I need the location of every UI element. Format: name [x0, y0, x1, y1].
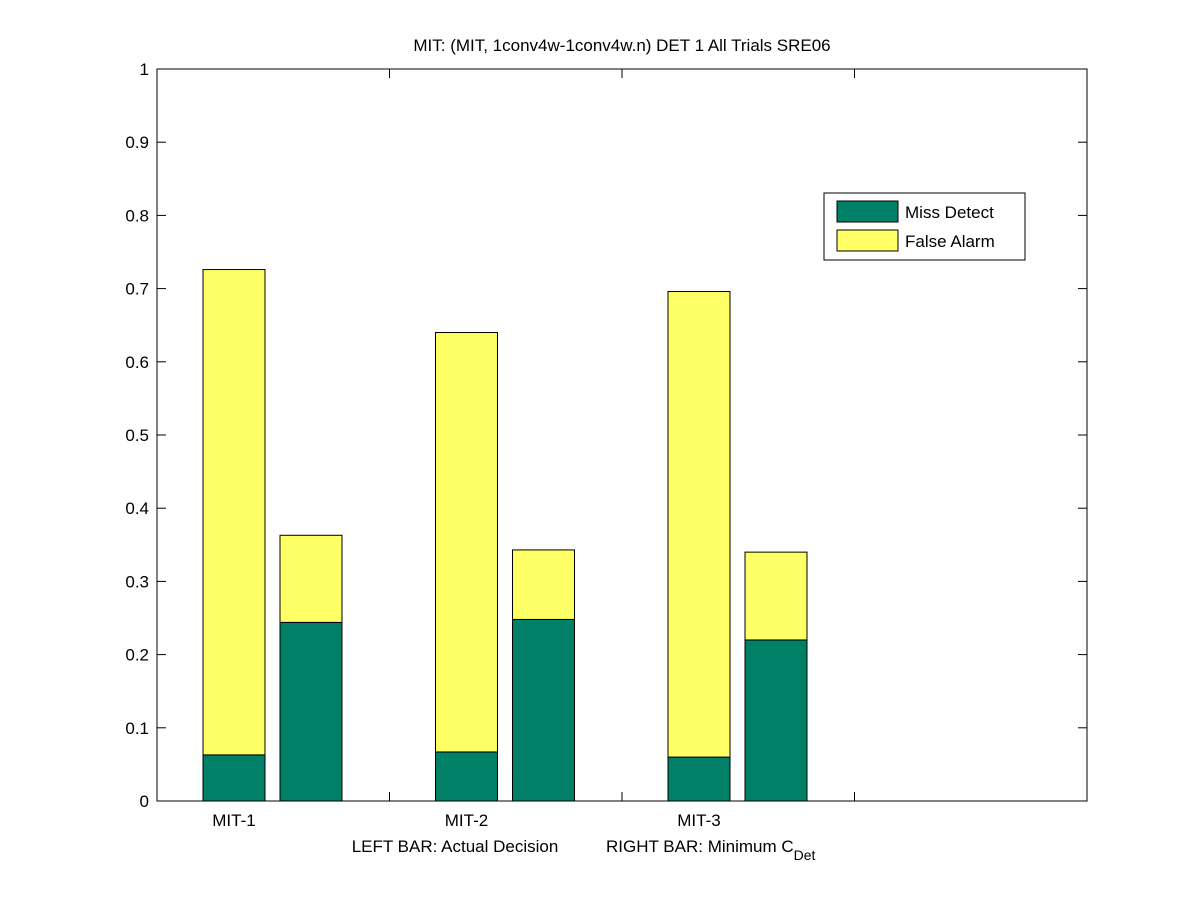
y-tick-label: 0.9: [125, 133, 149, 152]
x-axis-label-left: LEFT BAR: Actual Decision: [352, 837, 559, 856]
bar-mit-3-minimum-miss-detect: [744, 639, 808, 802]
y-tick-label: 0: [140, 792, 149, 811]
bar-mit-1-minimum-miss-detect: [279, 621, 343, 802]
y-tick-label: 0.8: [125, 206, 149, 225]
x-tick-label-mit-2: MIT-2: [445, 811, 488, 830]
x-axis-label-right-text: RIGHT BAR: Minimum C: [606, 837, 794, 856]
bar-mit-3-actual-false-alarm: [667, 291, 731, 758]
y-tick-label: 0.1: [125, 719, 149, 738]
bar-mit-2-actual-false-alarm: [435, 332, 498, 753]
legend-label-miss-detect: Miss Detect: [905, 203, 994, 222]
legend-swatch-false-alarm: [836, 229, 899, 252]
y-tick-label: 0.5: [125, 426, 149, 445]
y-tick-label: 0.4: [125, 499, 149, 518]
y-tick-label: 0.3: [125, 572, 149, 591]
x-tick-label-mit-3: MIT-3: [677, 811, 720, 830]
y-tick-label: 0.2: [125, 646, 149, 665]
bar-mit-2-minimum-miss-detect: [512, 618, 575, 802]
legend-label-false-alarm: False Alarm: [905, 232, 995, 251]
bar-mit-1-actual-false-alarm: [202, 269, 266, 756]
bar-mit-2-actual-miss-detect: [435, 751, 498, 802]
legend: Miss Detect False Alarm: [823, 192, 1026, 261]
y-tick-label: 0.6: [125, 353, 149, 372]
ticks-layer: 0 0.1 0.2 0.3 0.4 0.5 0.6 0.7 0.8 0.9 1 MIT-1 MIT-2 M…: [125, 60, 1087, 830]
bar-mit-1-actual-miss-detect: [202, 754, 266, 802]
y-tick-label: 1: [140, 60, 149, 79]
bar-mit-2-minimum-false-alarm: [512, 549, 575, 620]
bar-mit-3-actual-miss-detect: [667, 756, 731, 802]
x-tick-label-mit-1: MIT-1: [212, 811, 255, 830]
chart-title: MIT: (MIT, 1conv4w-1conv4w.n) DET 1 All …: [413, 36, 830, 55]
bar-mit-3-minimum-false-alarm: [744, 551, 808, 641]
bar-mit-1-minimum-false-alarm: [279, 534, 343, 623]
y-tick-label: 0.7: [125, 280, 149, 299]
bars-layer: [202, 269, 808, 802]
x-axis-label-right: RIGHT BAR: Minimum CDet: [606, 837, 816, 863]
x-axis-label-right-subscript: Det: [794, 847, 816, 863]
legend-swatch-miss-detect: [836, 200, 899, 223]
